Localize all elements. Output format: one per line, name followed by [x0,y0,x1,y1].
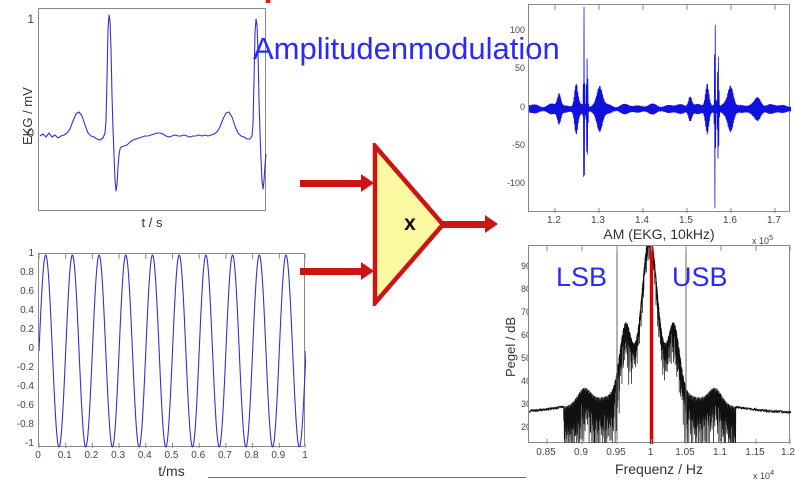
usb-label: USB [672,262,728,292]
chart-ecg: EKG / mV 1 0 t / s [0,0,300,230]
spectrum-xtick-1: 0.9 [574,447,588,458]
spectrum-ytick-6: 80 [520,284,531,294]
carrier-xtick-1: 0.1 [57,450,72,461]
carrier-ytick-3: -0.4 [16,381,34,392]
spectrum-xtick-3: 1 [647,447,654,458]
am-axes [528,4,791,213]
amplitude-modulation-caption: Amplitudenmodulation [253,31,560,66]
carrier-trace [39,254,306,448]
carrier-xtick-10: 1 [302,450,308,461]
am-ytick-3: 50 [514,63,525,73]
spectrum-ytick-1: 30 [520,399,531,409]
am-exponent-base: x 10 [752,236,770,246]
spectrum-xtick-2: 0.95 [606,447,626,458]
lsb-label: LSB [556,262,608,292]
carrier-xtick-6: 0.6 [191,450,206,461]
ecg-xlabel: t / s [141,215,163,230]
spectrum-axes [528,245,791,444]
am-xtick-3: 1.5 [679,215,693,226]
carrier-xtick-0: 0 [35,450,41,461]
am-ytick-1: -50 [511,140,525,150]
spectrum-ytick-4: 60 [520,330,531,340]
carrier-xtick-2: 0.2 [84,450,99,461]
spectrum-ytick-0: 20 [520,422,531,432]
carrier-ytick-5: 0 [28,343,34,354]
multiplier-triangle [372,143,446,306]
carrier-ytick-6: 0.2 [20,324,34,335]
spectrum-xtick-7: 1.2 [781,447,795,458]
spectrum-ytick-3: 50 [520,353,531,363]
footer-divider [208,477,526,478]
carrier-ytick-1: -0.8 [16,419,34,430]
am-xtick-2: 1.4 [635,215,649,226]
spectrum-xlabel: Frequenz / Hz [615,461,703,477]
carrier-ytick-10: 1 [28,248,34,259]
am-xtick-0: 1.2 [547,215,561,226]
carrier-xtick-8: 0.8 [244,450,259,461]
carrier-xtick-5: 0.5 [164,450,179,461]
chart-spectrum: Pegel / dB 90 80 70 60 50 40 30 20 0.85 … [495,237,795,487]
spectrum-ytick-5: 70 [520,307,531,317]
carrier-ytick-8: 0.6 [20,286,34,297]
am-xtick-5: 1.7 [767,215,781,226]
spectrum-exponent-base: x 10 [753,471,771,481]
ecg-trace [39,14,267,192]
spectrum-exponent-power: 4 [770,468,775,477]
carrier-xlabel: t/ms [158,463,185,479]
am-ytick-2: 0 [519,102,525,112]
chart-carrier: 1 0.8 0.6 0.4 0.2 0 -0.2 -0.4 -0.6 -0.8 … [0,240,330,487]
carrier-xtick-4: 0.4 [137,450,152,461]
spectrum-trace [529,246,791,444]
carrier-ytick-4: -0.2 [16,362,34,373]
am-trace [529,5,791,213]
arrow-carrier-to-multiplier [300,262,375,280]
am-xlabel: AM (EKG, 10kHz) [603,226,715,242]
spectrum-ytick-2: 40 [520,376,531,386]
spectrum-xtick-0: 0.85 [536,447,556,458]
carrier-ytick-2: -0.6 [16,400,34,411]
carrier-axes [38,253,306,448]
spectrum-xtick-5: 1.1 [713,447,727,458]
spectrum-xtick-4: 1.05 [675,447,695,458]
multiply-symbol: x [404,212,416,235]
am-ytick-4: 100 [509,25,525,35]
carrier-xtick-3: 0.3 [111,450,126,461]
ecg-axes [38,8,267,211]
ecg-ytick-0: 0 [27,126,34,140]
spectrum-ytick-7: 90 [520,261,531,271]
am-x-exponent: x 105 [752,233,773,246]
chart-am-signal: 100 50 0 -50 -100 1.2 1.3 1.4 1.5 1.6 1.… [495,0,795,250]
carrier-ytick-9: 0.8 [20,267,34,278]
ecg-ytick-1: 1 [27,12,34,26]
carrier-ytick-7: 0.4 [20,305,34,316]
carrier-xtick-9: 0.9 [271,450,286,461]
carrier-ytick-0: -1 [25,438,34,449]
spectrum-x-exponent: x 104 [753,468,774,481]
spectrum-xtick-6: 1.15 [745,447,765,458]
am-xtick-1: 1.3 [591,215,605,226]
am-xtick-4: 1.6 [723,215,737,226]
carrier-xtick-7: 0.7 [217,450,232,461]
page-title: Amplitudenmodulation [0,0,795,5]
arrow-ecg-to-multiplier [300,174,375,192]
spectrum-ylabel: Pegel / dB [503,317,518,377]
arrow-multiplier-to-am [443,215,499,233]
am-ytick-0: -100 [506,178,525,188]
am-exponent-power: 5 [769,233,774,242]
